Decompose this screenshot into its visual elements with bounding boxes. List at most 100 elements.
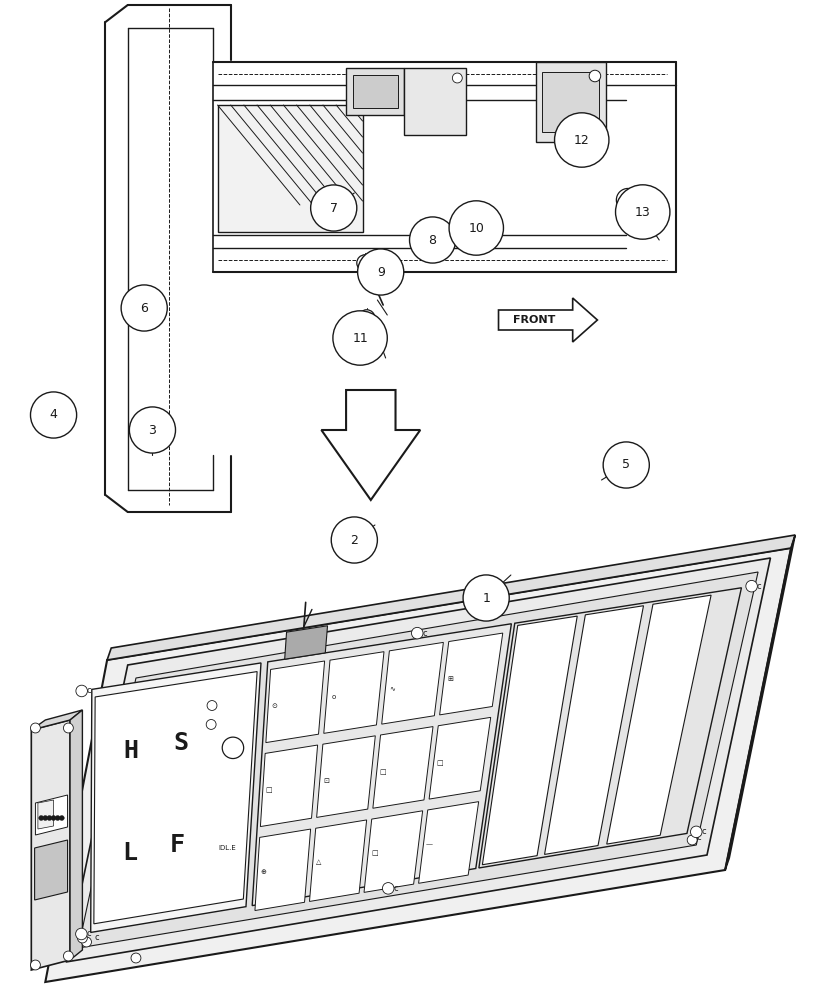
Circle shape xyxy=(616,188,639,212)
Circle shape xyxy=(76,685,87,697)
Circle shape xyxy=(39,816,44,820)
Circle shape xyxy=(603,442,649,488)
Circle shape xyxy=(129,407,176,453)
Text: ⊕: ⊕ xyxy=(260,869,267,875)
Circle shape xyxy=(206,720,216,729)
Circle shape xyxy=(222,737,244,759)
Circle shape xyxy=(691,826,702,838)
Text: S: S xyxy=(173,731,188,755)
Circle shape xyxy=(55,816,60,820)
Text: c: c xyxy=(87,929,91,938)
Text: 9: 9 xyxy=(377,265,385,278)
Polygon shape xyxy=(38,800,54,829)
Polygon shape xyxy=(536,62,606,142)
Text: c: c xyxy=(701,827,706,836)
Polygon shape xyxy=(364,811,423,892)
Polygon shape xyxy=(35,840,68,900)
Circle shape xyxy=(410,217,456,263)
Circle shape xyxy=(333,311,387,365)
Circle shape xyxy=(30,960,40,970)
Polygon shape xyxy=(31,710,82,730)
Polygon shape xyxy=(218,105,363,232)
Polygon shape xyxy=(606,595,711,844)
Circle shape xyxy=(382,883,394,894)
Circle shape xyxy=(411,627,423,639)
Polygon shape xyxy=(324,652,384,733)
Text: IDL.E: IDL.E xyxy=(218,845,236,851)
Polygon shape xyxy=(382,642,443,724)
Circle shape xyxy=(357,255,373,271)
Polygon shape xyxy=(91,663,261,932)
Text: c: c xyxy=(696,832,701,842)
Polygon shape xyxy=(94,672,257,924)
Text: L: L xyxy=(122,841,137,865)
Circle shape xyxy=(589,70,601,82)
Polygon shape xyxy=(321,390,420,500)
Text: ∿: ∿ xyxy=(389,685,395,691)
Text: c: c xyxy=(756,582,761,591)
Polygon shape xyxy=(725,535,795,870)
Circle shape xyxy=(76,928,87,940)
Text: □: □ xyxy=(266,787,273,793)
Circle shape xyxy=(47,816,52,820)
Text: 12: 12 xyxy=(574,133,590,146)
Polygon shape xyxy=(310,820,367,901)
Polygon shape xyxy=(70,710,82,960)
Polygon shape xyxy=(440,633,503,715)
Polygon shape xyxy=(45,548,791,982)
Text: □: □ xyxy=(380,769,386,775)
Text: 11: 11 xyxy=(352,332,368,344)
Polygon shape xyxy=(255,829,311,911)
Polygon shape xyxy=(78,572,758,948)
Polygon shape xyxy=(482,616,578,865)
Polygon shape xyxy=(346,68,404,115)
Polygon shape xyxy=(353,75,398,108)
Circle shape xyxy=(63,951,73,961)
Text: 6: 6 xyxy=(140,302,148,314)
Polygon shape xyxy=(284,626,327,659)
Circle shape xyxy=(462,223,477,237)
Text: 1: 1 xyxy=(482,591,490,604)
Circle shape xyxy=(63,723,73,733)
Polygon shape xyxy=(404,68,466,135)
Circle shape xyxy=(30,392,77,438)
Polygon shape xyxy=(429,717,491,799)
Text: ⊙: ⊙ xyxy=(272,703,278,709)
Circle shape xyxy=(207,701,217,710)
Text: 4: 4 xyxy=(49,408,58,422)
Text: □: □ xyxy=(371,850,377,856)
Circle shape xyxy=(77,933,87,943)
Polygon shape xyxy=(35,795,68,835)
Text: 10: 10 xyxy=(468,222,485,234)
Polygon shape xyxy=(266,661,325,743)
Circle shape xyxy=(331,517,377,563)
Circle shape xyxy=(449,201,503,255)
Circle shape xyxy=(616,185,670,239)
Text: ⊡: ⊡ xyxy=(323,778,329,784)
Polygon shape xyxy=(316,736,375,817)
Circle shape xyxy=(358,310,375,326)
Text: △: △ xyxy=(316,859,321,865)
Circle shape xyxy=(687,835,697,845)
Circle shape xyxy=(121,285,167,331)
Circle shape xyxy=(82,937,91,947)
Text: H: H xyxy=(124,739,138,763)
Circle shape xyxy=(463,575,509,621)
Text: c: c xyxy=(95,934,100,942)
Text: c: c xyxy=(422,629,427,638)
Polygon shape xyxy=(31,720,70,970)
Circle shape xyxy=(311,185,357,231)
Circle shape xyxy=(131,953,141,963)
Polygon shape xyxy=(107,535,795,660)
Text: —: — xyxy=(426,841,433,847)
Polygon shape xyxy=(252,624,512,906)
Text: 3: 3 xyxy=(148,424,157,436)
Circle shape xyxy=(452,73,462,83)
Polygon shape xyxy=(419,802,479,883)
Circle shape xyxy=(30,723,40,733)
Circle shape xyxy=(622,194,634,206)
Polygon shape xyxy=(373,727,433,808)
Text: 13: 13 xyxy=(634,206,651,219)
Circle shape xyxy=(43,816,48,820)
Text: 5: 5 xyxy=(622,458,630,472)
